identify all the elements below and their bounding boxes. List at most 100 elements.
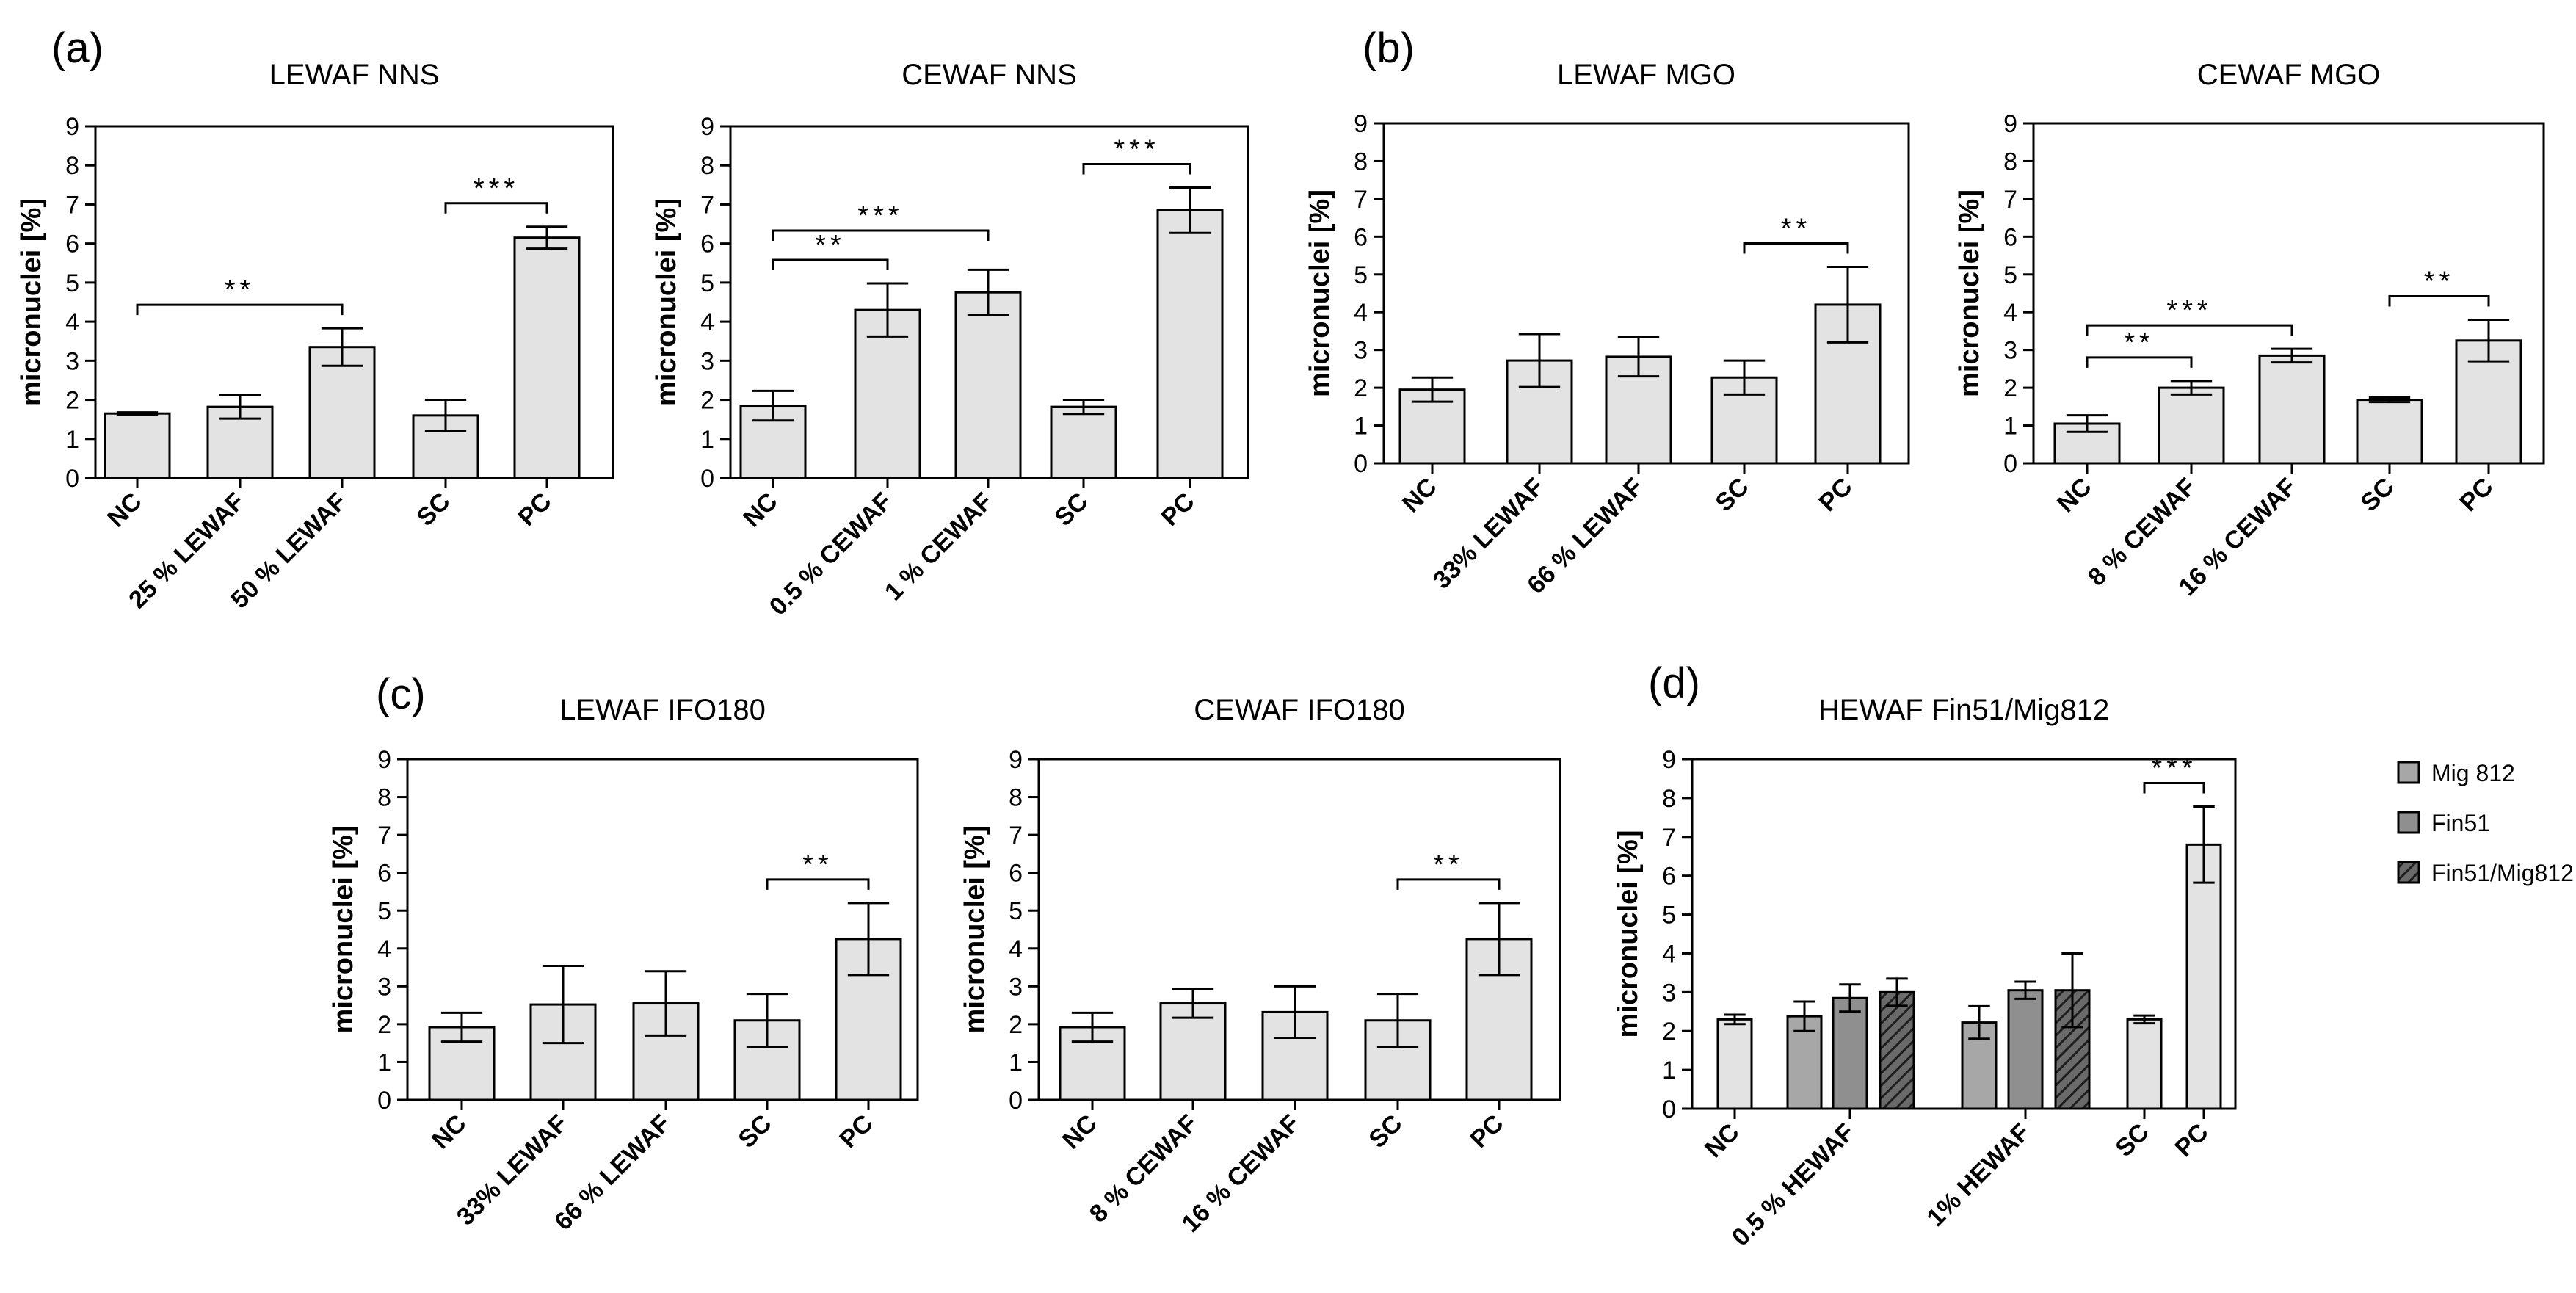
y-axis-label: micronuclei [%] [1954,189,1985,397]
y-tick-label: 9 [65,113,79,141]
y-tick-label: 5 [700,269,714,297]
significance-stars: *** [474,173,519,204]
y-tick-label: 3 [1009,973,1023,1001]
x-tick-label-pc: PC [1465,1109,1509,1153]
y-tick-label: 1 [1662,1057,1676,1084]
50-lewaf-bar [308,346,376,479]
y-tick-label: 8 [2003,148,2017,175]
y-tick-label: 9 [1009,746,1023,774]
panel-label-a: (a) [51,24,104,72]
y-tick-label: 3 [377,973,391,1001]
significance-stars: ** [815,230,846,261]
y-axis-label: micronuclei [%] [1305,189,1335,397]
significance-bracket [766,878,870,890]
x-tick-label-0-5-hewaf: 0.5 % HEWAF [1727,1118,1860,1252]
1-cewaf-bar [954,291,1022,479]
legend-swatch-mig812 [2397,761,2420,784]
significance-stars: *** [2151,753,2196,784]
x-tick-label-pc: PC [1155,488,1200,532]
y-tick-label: 3 [700,347,714,375]
x-tick-label-0-5-cewaf: 0.5 % CEWAF [764,488,898,621]
x-tick-label-pc: PC [834,1109,878,1153]
significance-bracket [1082,163,1191,175]
legend-swatch-fin51 [2397,811,2420,834]
chart-title: LEWAF NNS [269,59,440,91]
y-tick-label: 3 [1354,337,1368,365]
8-cewaf-bar [2158,386,2225,465]
y-tick-label: 1 [1354,413,1368,441]
chart-title: LEWAF IFO180 [559,694,766,726]
chart-title: HEWAF Fin51/Mig812 [1818,694,2109,726]
significance-stars: *** [857,200,903,231]
y-tick-label: 8 [1009,784,1023,812]
significance-bracket [772,229,990,241]
y-tick-label: 7 [65,191,79,219]
y-tick-label: 0 [2003,450,2017,478]
significance-stars: ** [225,275,255,305]
significance-stars: *** [2166,295,2212,326]
significance-bracket [136,303,344,316]
y-tick-label: 1 [2003,413,2017,441]
legend-label-fin51-mig812: Fin51/Mig812 [2431,860,2574,886]
y-tick-label: 8 [1354,148,1368,175]
y-tick-label: 0 [65,465,79,493]
y-tick-label: 3 [1662,979,1676,1007]
sc-bar [2356,399,2423,465]
x-tick-label-pc: PC [2454,473,2498,517]
y-tick-label: 4 [377,935,391,963]
chart-cewaf-nns: CEWAF NNS 0 1 2 3 4 5 6 7 8 9 micronuclei [%] NC0.5 … [651,59,1249,621]
significance-stars: ** [2424,267,2455,297]
y-tick-label: 6 [700,231,714,258]
y-tick-label: 0 [1354,450,1368,478]
x-tick-label-sc: SC [733,1109,777,1153]
y-tick-label: 4 [700,308,714,336]
x-tick-label-pc: PC [512,488,556,532]
y-tick-label: 5 [1009,897,1023,925]
1-hewaf-fin51-bar [2007,989,2044,1110]
y-tick-label: 1 [1009,1048,1023,1076]
y-tick-label: 6 [377,860,391,888]
significance-bracket [2086,356,2193,368]
y-axis-label: micronuclei [%] [16,198,47,406]
legend-label-mig812: Mig 812 [2431,760,2515,786]
x-tick-label-nc: NC [738,488,783,533]
y-tick-label: 2 [1354,374,1368,402]
y-tick-label: 7 [1354,186,1368,214]
legend: Mig 812 Fin51 Fin51/Mig812 [2397,760,2574,886]
x-tick-label-nc: NC [1699,1118,1745,1164]
panel-label-c: (c) [376,670,426,718]
y-tick-label: 2 [1662,1018,1676,1046]
y-tick-label: 2 [2003,374,2017,402]
panel-label-d: (d) [1648,659,1700,707]
y-tick-label: 2 [700,387,714,415]
chart-title: CEWAF NNS [901,59,1077,91]
legend-swatch-fin51-mig812 [2397,861,2420,884]
y-tick-label: 3 [65,347,79,375]
sc-bar [2126,1018,2163,1110]
0-5-hewaf-fin51-bar [1832,996,1868,1110]
x-tick-label-1-cewaf: 1 % CEWAF [879,488,998,606]
chart-hewaf-fin51-mig812: HEWAF Fin51/Mig812 0 1 2 3 4 5 6 7 8 9 micronuclei … [1613,694,2237,1252]
pc-bar [513,236,581,479]
significance-bracket [772,258,889,270]
significance-stars: ** [1781,213,1812,244]
y-tick-label: 2 [377,1011,391,1039]
y-tick-label: 9 [2003,110,2017,138]
y-tick-label: 4 [65,308,79,336]
y-tick-label: 3 [2003,337,2017,365]
chart-title: CEWAF MGO [2197,59,2381,91]
chart-title: CEWAF IFO180 [1194,694,1404,726]
y-tick-label: 9 [1354,110,1368,138]
significance-bracket [1396,878,1501,890]
significance-bracket [2086,324,2293,336]
significance-bracket [1743,242,1849,254]
y-tick-label: 7 [1009,822,1023,850]
pc-bar [1156,209,1224,479]
0-5-cewaf-bar [854,308,921,479]
x-tick-label-nc: NC [2052,473,2097,518]
significance-stars: ** [1433,850,1464,880]
y-tick-label: 0 [377,1087,391,1115]
